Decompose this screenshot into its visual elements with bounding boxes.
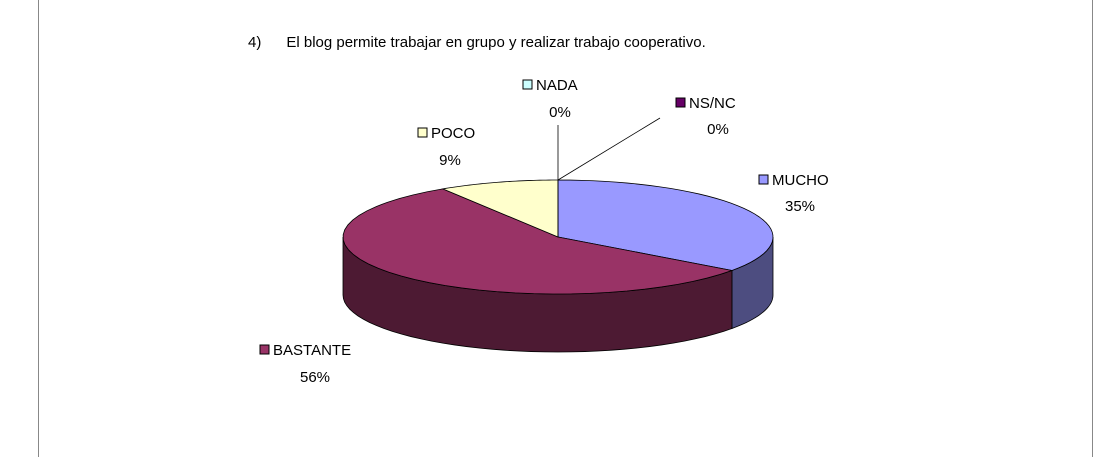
slice-value-label: 0% bbox=[707, 121, 729, 138]
slice-value-label: 0% bbox=[549, 104, 571, 121]
slice bbox=[557, 179, 774, 271]
legend-swatch bbox=[417, 127, 428, 138]
leader-line bbox=[557, 117, 661, 181]
legend-swatch bbox=[758, 174, 769, 185]
slice-value-label: 9% bbox=[439, 152, 461, 169]
legend-swatch bbox=[675, 97, 686, 108]
legend-swatch bbox=[522, 79, 533, 90]
slice-label: MUCHO bbox=[772, 172, 829, 189]
slice-value-label: 35% bbox=[785, 198, 815, 215]
slice-label: BASTANTE bbox=[273, 342, 351, 359]
slice-label: NS/NC bbox=[689, 95, 736, 112]
slice-label: NADA bbox=[536, 77, 578, 94]
slice-value-label: 56% bbox=[300, 369, 330, 386]
slice bbox=[342, 188, 734, 295]
slice bbox=[441, 179, 559, 238]
chart-title: 4) El blog permite trabajar en grupo y r… bbox=[248, 34, 706, 51]
legend-swatch bbox=[259, 344, 270, 355]
slice-label: POCO bbox=[431, 125, 475, 142]
